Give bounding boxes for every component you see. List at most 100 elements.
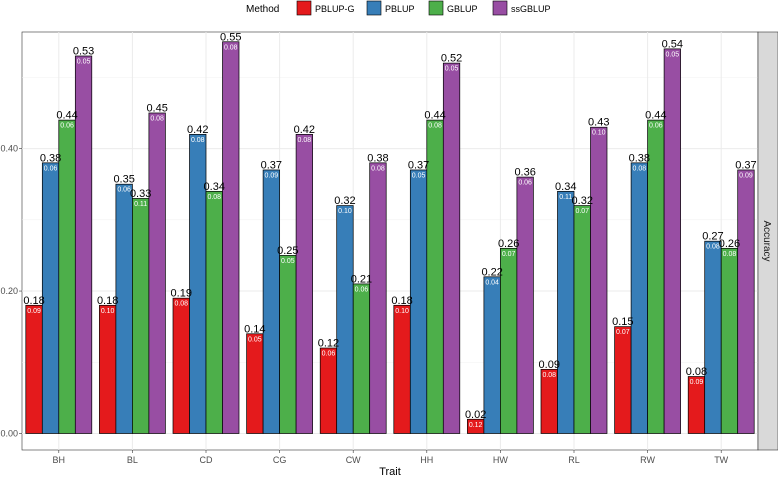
x-axis-title: Trait — [379, 466, 401, 477]
bar-pblup-g-cd — [172, 297, 190, 434]
se-label: 0.08 — [371, 165, 385, 172]
value-label: 0.44 — [645, 110, 666, 122]
bar-pblup-bh — [41, 162, 60, 434]
bar-pblup-rl — [557, 190, 575, 434]
se-label: 0.10 — [592, 130, 606, 137]
se-label: 0.08 — [191, 137, 205, 144]
se-label: 0.08 — [224, 44, 238, 51]
x-tick-label: RL — [568, 455, 580, 465]
se-label: 0.06 — [518, 180, 532, 187]
se-label: 0.09 — [265, 172, 279, 179]
labels-layer: 0.180.090.380.060.440.060.530.050.180.10… — [23, 31, 756, 429]
se-label: 0.08 — [428, 123, 442, 130]
y-axis: 0.00 0.20 0.40 — [0, 144, 22, 439]
se-label: 0.05 — [248, 336, 262, 343]
x-axis: BH BL CD CG CW HH HW RL RW TW — [53, 450, 729, 465]
se-label: 0.06 — [355, 286, 369, 293]
bar-pblup-cd — [189, 133, 207, 434]
bar-pblup-g-bh — [25, 304, 43, 434]
se-label: 0.06 — [649, 123, 663, 130]
se-label: 0.10 — [338, 208, 352, 215]
se-label: 0.05 — [412, 172, 426, 179]
se-label: 0.08 — [298, 137, 312, 144]
bar-pblup-g-hh — [393, 304, 411, 434]
bar-pblup-g-bl — [99, 304, 117, 434]
value-label: 0.08 — [686, 366, 707, 378]
value-label: 0.52 — [441, 53, 462, 65]
value-label: 0.38 — [40, 152, 61, 164]
bar-gblup-tw — [720, 247, 739, 434]
x-tick-label: RW — [640, 455, 655, 465]
x-tick-label: HW — [493, 455, 508, 465]
se-label: 0.05 — [77, 59, 91, 66]
bar-gblup-rw — [647, 119, 665, 434]
value-label: 0.19 — [171, 288, 192, 300]
y-tick-label: 0.20 — [0, 286, 18, 296]
bar-pblup-bl — [115, 183, 133, 434]
value-label: 0.15 — [612, 316, 633, 328]
bar-pblup-rw — [630, 162, 648, 434]
x-tick-label: HH — [420, 455, 433, 465]
value-label: 0.43 — [588, 117, 609, 129]
bar-pblup-hh — [409, 169, 428, 434]
se-label: 0.07 — [575, 208, 589, 215]
bar-ssgblup-hh — [442, 62, 461, 434]
facet-strip — [757, 31, 778, 451]
value-label: 0.32 — [572, 195, 593, 207]
bar-pblup-cw — [336, 205, 354, 434]
value-label: 0.37 — [735, 159, 756, 171]
legend-label: PBLUP — [385, 4, 415, 14]
se-label: 0.07 — [502, 251, 516, 258]
value-label: 0.26 — [498, 238, 519, 250]
value-label: 0.45 — [146, 102, 167, 114]
se-label: 0.10 — [395, 308, 409, 315]
se-label: 0.12 — [469, 422, 483, 429]
se-label: 0.06 — [44, 165, 58, 172]
se-label: 0.09 — [27, 308, 41, 315]
se-label: 0.05 — [281, 258, 295, 265]
value-label: 0.44 — [56, 110, 77, 122]
legend-label: GBLUP — [447, 4, 478, 14]
x-tick-label: CD — [200, 455, 213, 465]
bar-gblup-cg — [279, 255, 297, 434]
legend-key-gblup — [428, 0, 444, 16]
se-label: 0.08 — [542, 372, 556, 379]
se-label: 0.11 — [134, 201, 147, 208]
value-label: 0.22 — [481, 266, 502, 278]
x-tick-label: BL — [127, 455, 138, 465]
legend-key-pblup-g — [296, 0, 312, 16]
bar-gblup-bh — [58, 119, 76, 434]
value-label: 0.38 — [629, 152, 650, 164]
x-tick-label: CG — [273, 455, 287, 465]
x-tick-label: TW — [714, 455, 728, 465]
value-label: 0.21 — [351, 273, 372, 285]
se-label: 0.06 — [60, 123, 74, 130]
value-label: 0.35 — [113, 174, 134, 186]
se-label: 0.07 — [616, 329, 630, 336]
bar-pblup-g-rw — [614, 326, 632, 434]
y-tick-label: 0.00 — [0, 429, 18, 439]
se-label: 0.11 — [559, 194, 572, 201]
value-label: 0.55 — [220, 31, 241, 43]
value-label: 0.18 — [391, 295, 412, 307]
se-label: 0.06 — [117, 187, 131, 194]
legend: Method PBLUP-G PBLUP GBLUP ssGBLUP — [246, 0, 551, 16]
bar-gblup-cw — [352, 283, 371, 434]
bar-ssgblup-hw — [516, 176, 534, 434]
se-label: 0.04 — [485, 279, 499, 286]
bar-pblup-hw — [483, 276, 501, 434]
bar-ssgblup-rw — [663, 48, 681, 434]
value-label: 0.37 — [261, 159, 282, 171]
se-label: 0.08 — [174, 301, 188, 308]
value-label: 0.18 — [23, 295, 44, 307]
value-label: 0.34 — [204, 181, 225, 193]
value-label: 0.14 — [244, 323, 265, 335]
x-tick-label: CW — [346, 455, 361, 465]
bar-gblup-cd — [205, 190, 223, 434]
bar-gblup-hh — [426, 119, 444, 434]
bar-gblup-rl — [573, 205, 591, 434]
bar-ssgblup-cg — [295, 133, 313, 434]
value-label: 0.44 — [424, 110, 445, 122]
bar-gblup-bl — [132, 198, 150, 434]
value-label: 0.25 — [277, 245, 298, 257]
